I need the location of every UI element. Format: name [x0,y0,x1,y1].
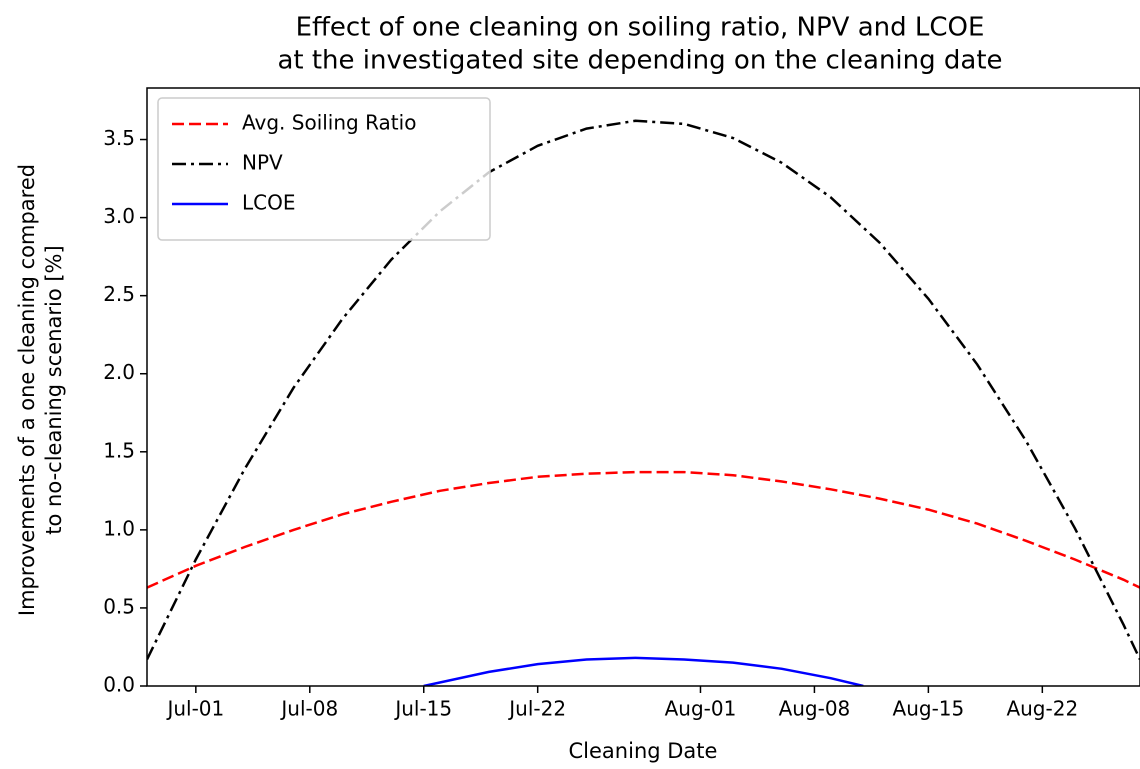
y-tick-label: 0.5 [103,594,135,618]
y-tick-label: 1.0 [103,516,135,540]
plot-area [147,119,1140,686]
x-tick-label: Jul-01 [165,697,224,721]
axes-frame [146,87,1140,687]
legend-label: LCOE [242,191,296,215]
legend-label: NPV [242,151,283,175]
series-line [423,656,864,686]
series-line [147,470,1140,589]
y-tick-label: 2.5 [103,282,135,306]
x-tick-label: Jul-15 [393,697,452,721]
x-tick-label: Jul-22 [507,697,566,721]
x-tick-label: Aug-22 [1006,697,1078,721]
x-tick-label: Jul-08 [279,697,338,721]
chart-title: Effect of one cleaning on soiling ratio,… [296,13,985,43]
y-tick-label: 3.5 [103,126,135,150]
y-tick-label: 0.0 [103,673,135,697]
x-tick-label: Aug-15 [893,697,965,721]
chart-title: at the investigated site depending on th… [277,46,1002,76]
y-axis-label: to no-cleaning scenario [%] [42,245,66,534]
y-axis-label: Improvements of a one cleaning compared [15,164,39,616]
y-tick-label: 1.5 [103,438,135,462]
y-tick-label: 3.0 [103,204,135,228]
x-tick-label: Aug-08 [779,697,851,721]
series-line [147,119,1140,661]
y-tick-label: 2.0 [103,360,135,384]
legend-box [157,97,491,241]
legend-label: Avg. Soiling Ratio [242,111,416,135]
x-axis-label: Cleaning Date [569,739,718,763]
x-tick-label: Aug-01 [665,697,737,721]
